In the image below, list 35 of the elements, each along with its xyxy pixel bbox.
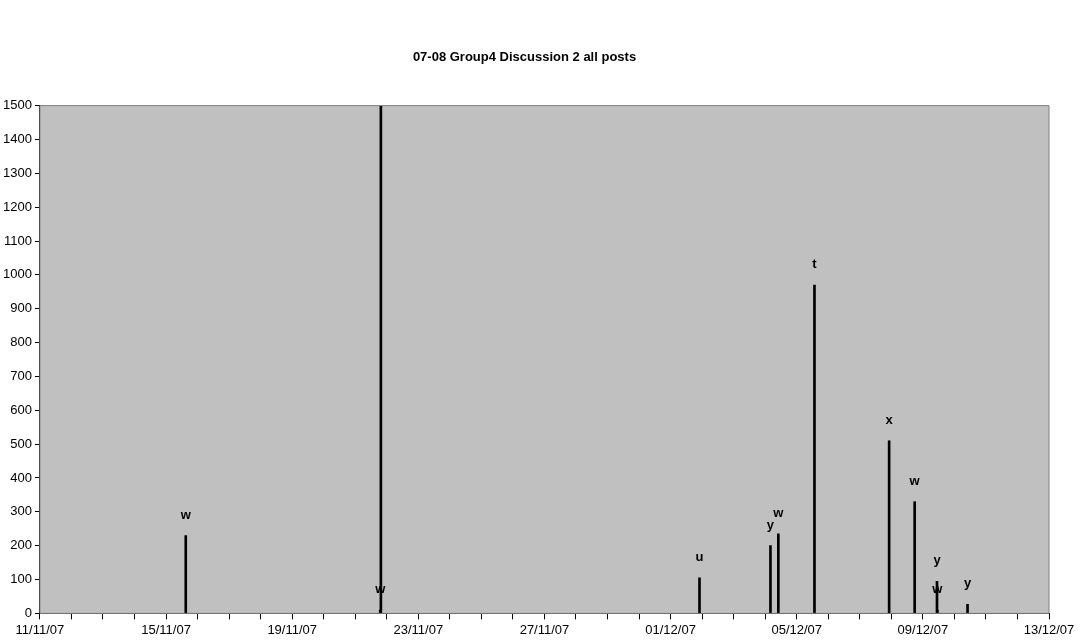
data-label: t	[812, 256, 818, 272]
y-tick-label: 1400	[3, 131, 32, 147]
y-tick-label: 1300	[3, 164, 32, 180]
y-tick-label: 1200	[3, 198, 32, 214]
y-tick-label: 900	[10, 300, 32, 316]
data-label: w	[179, 506, 192, 522]
y-tick-label: 500	[10, 435, 32, 451]
y-tick-label: 700	[10, 368, 32, 383]
x-tick-label: 11/11/07	[15, 621, 65, 637]
y-tick-label: 0	[24, 604, 32, 620]
y-tick-label: 1500	[3, 97, 32, 113]
x-tick-label: 19/11/07	[267, 621, 318, 637]
y-tick-label: 300	[10, 503, 32, 519]
x-tick-label: 01/12/07	[645, 621, 696, 637]
data-label: y	[963, 575, 972, 591]
y-tick-label: 800	[10, 334, 32, 350]
data-label: w	[908, 472, 921, 488]
x-tick-label: 23/11/07	[393, 621, 444, 637]
y-tick-label: 200	[10, 537, 32, 553]
x-tick-label: 15/11/07	[141, 621, 191, 637]
x-tick-label: 09/12/07	[897, 621, 949, 637]
x-tick-label: 27/11/07	[519, 621, 570, 637]
data-label: y	[766, 516, 775, 532]
data-label: w	[772, 504, 785, 520]
x-tick-label: 13/12/07	[1023, 621, 1075, 637]
data-label: u	[695, 548, 704, 564]
data-label: y	[933, 552, 942, 568]
y-tick-label: 600	[10, 401, 32, 417]
data-label: x	[885, 411, 894, 427]
y-tick-label: 100	[10, 571, 32, 587]
y-tick-label: 1100	[3, 232, 32, 248]
chart-title: 07-08 Group4 Discussion 2 all posts	[412, 49, 637, 65]
y-tick-label: 1000	[3, 266, 32, 282]
x-tick-label: 05/12/07	[771, 621, 823, 637]
y-tick-label: 400	[10, 469, 32, 485]
